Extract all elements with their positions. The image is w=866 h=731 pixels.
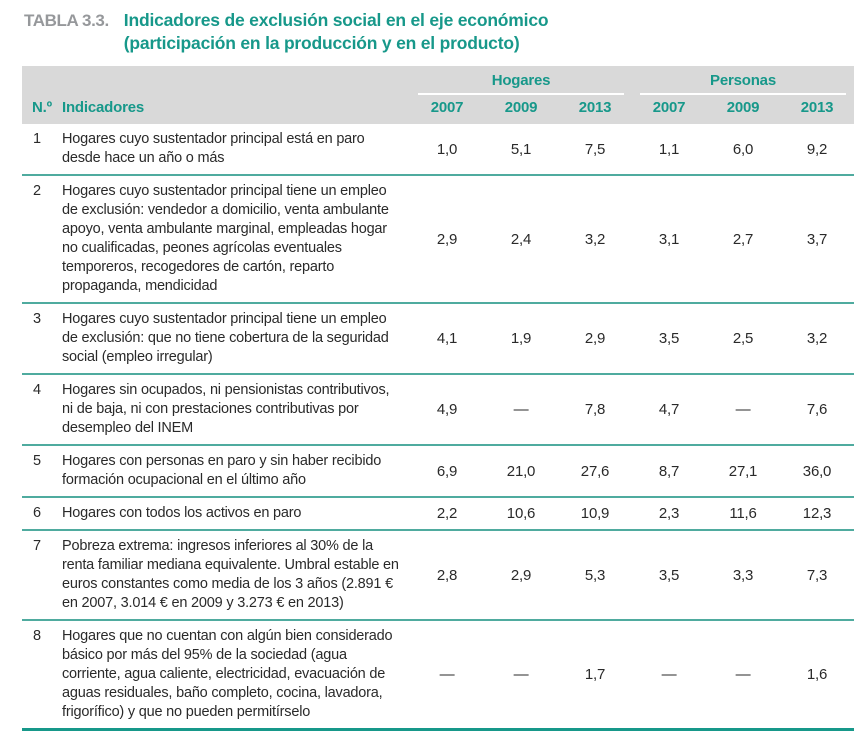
row-value: 7,6 (780, 374, 854, 446)
row-value: 10,6 (484, 497, 558, 531)
row-value: 2,9 (410, 175, 484, 304)
row-value: 10,9 (558, 497, 632, 531)
row-value: — (706, 620, 780, 731)
row-value: 2,9 (558, 303, 632, 375)
row-value: 5,1 (484, 124, 558, 176)
row-value: 12,3 (780, 497, 854, 531)
row-indicator: Hogares cuyo sustentador principal tiene… (62, 175, 410, 304)
col-header-indicadores: Indicadores (62, 95, 410, 124)
row-indicator: Hogares que no cuentan con algún bien co… (62, 620, 410, 731)
group-header-hogares-label: Hogares (418, 72, 624, 95)
row-indicator: Hogares cuyo sustentador principal tiene… (62, 303, 410, 375)
row-value: 4,1 (410, 303, 484, 375)
row-value: 5,3 (558, 530, 632, 621)
row-number: 1 (22, 124, 62, 176)
row-value: — (410, 620, 484, 731)
row-number: 3 (22, 303, 62, 375)
table-row: 8 Hogares que no cuentan con algún bien … (22, 620, 854, 731)
row-value: 3,7 (780, 175, 854, 304)
row-value: 2,2 (410, 497, 484, 531)
row-value: 3,5 (632, 530, 706, 621)
table-body: 1 Hogares cuyo sustentador principal est… (22, 124, 854, 731)
col-header-hogares-2013: 2013 (558, 95, 632, 124)
table-row: 2 Hogares cuyo sustentador principal tie… (22, 175, 854, 304)
table-heading-line2: (participación en la producción y en el … (123, 33, 520, 53)
table-row: 5 Hogares con personas en paro y sin hab… (22, 445, 854, 498)
row-value: 11,6 (706, 497, 780, 531)
row-value: 36,0 (780, 445, 854, 498)
row-indicator: Pobreza extrema: ingresos inferiores al … (62, 530, 410, 621)
group-header-empty-cell (22, 66, 410, 95)
row-value: 3,3 (706, 530, 780, 621)
table-row: 1 Hogares cuyo sustentador principal est… (22, 124, 854, 176)
row-value: 27,1 (706, 445, 780, 498)
row-value: 3,5 (632, 303, 706, 375)
row-value: 8,7 (632, 445, 706, 498)
row-value: 1,1 (632, 124, 706, 176)
row-number: 4 (22, 374, 62, 446)
indicators-table: Hogares Personas N.º Indicadores 2007 20… (22, 66, 854, 731)
table-row: 7 Pobreza extrema: ingresos inferiores a… (22, 530, 854, 621)
row-value: 7,3 (780, 530, 854, 621)
col-header-hogares-2009: 2009 (484, 95, 558, 124)
row-number: 6 (22, 497, 62, 531)
row-value: 7,8 (558, 374, 632, 446)
row-value: 3,1 (632, 175, 706, 304)
row-value: 9,2 (780, 124, 854, 176)
table-title-block: TABLA 3.3. Indicadores de exclusión soci… (0, 0, 866, 55)
row-value: 1,7 (558, 620, 632, 731)
row-value: 4,7 (632, 374, 706, 446)
row-indicator: Hogares con todos los activos en paro (62, 497, 410, 531)
row-value: 2,4 (484, 175, 558, 304)
col-header-hogares-2007: 2007 (410, 95, 484, 124)
col-header-personas-2007: 2007 (632, 95, 706, 124)
row-value: — (484, 374, 558, 446)
row-number: 8 (22, 620, 62, 731)
row-value: 2,9 (484, 530, 558, 621)
row-value: 1,0 (410, 124, 484, 176)
group-header-personas-label: Personas (640, 72, 846, 95)
row-value: 7,5 (558, 124, 632, 176)
row-number: 7 (22, 530, 62, 621)
table-heading-line1: Indicadores de exclusión social en el ej… (123, 10, 549, 30)
row-number: 5 (22, 445, 62, 498)
row-indicator: Hogares cuyo sustentador principal está … (62, 124, 410, 176)
col-header-personas-2013: 2013 (780, 95, 854, 124)
row-value: 3,2 (558, 175, 632, 304)
table-row: 3 Hogares cuyo sustentador principal tie… (22, 303, 854, 375)
row-value: 6,9 (410, 445, 484, 498)
row-value: 6,0 (706, 124, 780, 176)
table-row: 4 Hogares sin ocupados, ni pensionistas … (22, 374, 854, 446)
group-header-personas: Personas (632, 66, 854, 95)
table-header: Hogares Personas N.º Indicadores 2007 20… (22, 66, 854, 124)
column-header-row: N.º Indicadores 2007 2009 2013 2007 2009… (22, 95, 854, 124)
table-number-label: TABLA 3.3. (24, 11, 109, 30)
col-header-num: N.º (22, 95, 62, 124)
row-value: 1,6 (780, 620, 854, 731)
row-value: — (484, 620, 558, 731)
row-indicator: Hogares con personas en paro y sin haber… (62, 445, 410, 498)
row-value: 21,0 (484, 445, 558, 498)
row-value: 1,9 (484, 303, 558, 375)
row-value: 27,6 (558, 445, 632, 498)
table-heading: Indicadores de exclusión social en el ej… (124, 9, 549, 55)
row-value: 2,5 (706, 303, 780, 375)
row-value: 2,7 (706, 175, 780, 304)
row-value: — (632, 620, 706, 731)
row-number: 2 (22, 175, 62, 304)
group-header-hogares: Hogares (410, 66, 632, 95)
row-value: 2,8 (410, 530, 484, 621)
row-indicator: Hogares sin ocupados, ni pensionistas co… (62, 374, 410, 446)
table-row: 6 Hogares con todos los activos en paro … (22, 497, 854, 531)
group-header-row: Hogares Personas (22, 66, 854, 95)
row-value: 2,3 (632, 497, 706, 531)
row-value: — (706, 374, 780, 446)
row-value: 4,9 (410, 374, 484, 446)
row-value: 3,2 (780, 303, 854, 375)
col-header-personas-2009: 2009 (706, 95, 780, 124)
